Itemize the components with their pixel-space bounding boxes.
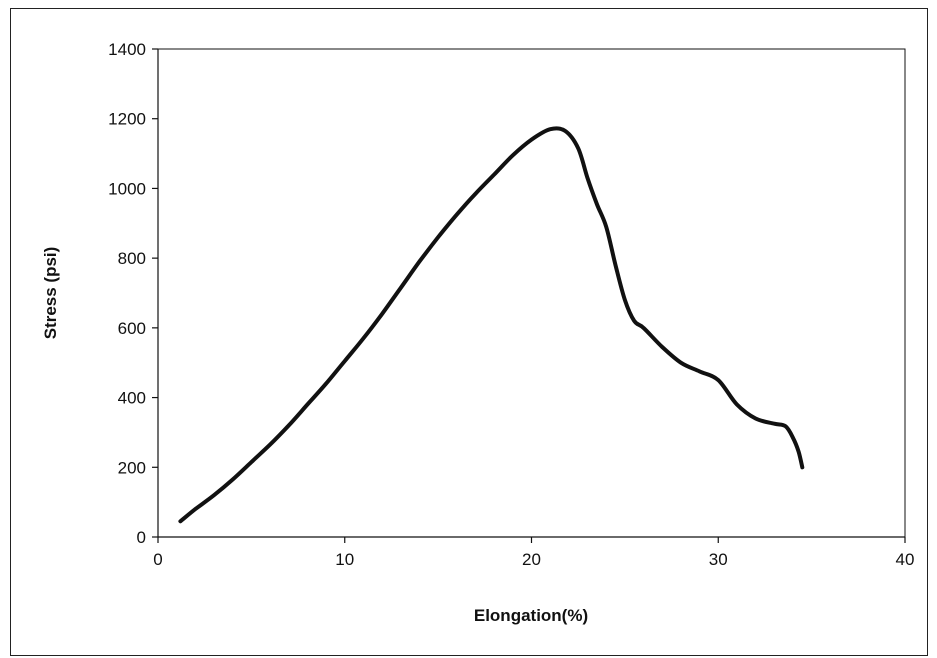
- x-axis-ticks: 0 10 20 30 40: [153, 537, 914, 569]
- y-tick-label: 0: [137, 528, 146, 547]
- y-tick-label: 1400: [108, 40, 146, 59]
- y-tick-label: 800: [118, 249, 146, 268]
- x-tick-label: 40: [896, 550, 915, 569]
- x-tick-label: 0: [153, 550, 162, 569]
- plot-area: [157, 48, 906, 538]
- stress-elongation-chart: 0 200 400 600 800 1000 1200 1400 0 10 20 30 40 Elon…: [41, 40, 914, 625]
- x-tick-label: 20: [522, 550, 541, 569]
- y-tick-label: 600: [118, 319, 146, 338]
- y-axis-title: Stress (psi): [41, 247, 60, 340]
- chart-frame: 0 200 400 600 800 1000 1200 1400 0 10 20 30 40 Elon…: [10, 8, 928, 656]
- y-tick-label: 1000: [108, 179, 146, 198]
- stress-curve: [178, 126, 805, 524]
- y-tick-label: 1200: [108, 110, 146, 129]
- y-tick-label: 400: [118, 389, 146, 408]
- x-tick-label: 30: [709, 550, 728, 569]
- y-axis-ticks: 0 200 400 600 800 1000 1200 1400: [108, 40, 158, 547]
- x-tick-label: 10: [335, 550, 354, 569]
- x-axis-title: Elongation(%): [474, 606, 588, 625]
- y-tick-label: 200: [118, 458, 146, 477]
